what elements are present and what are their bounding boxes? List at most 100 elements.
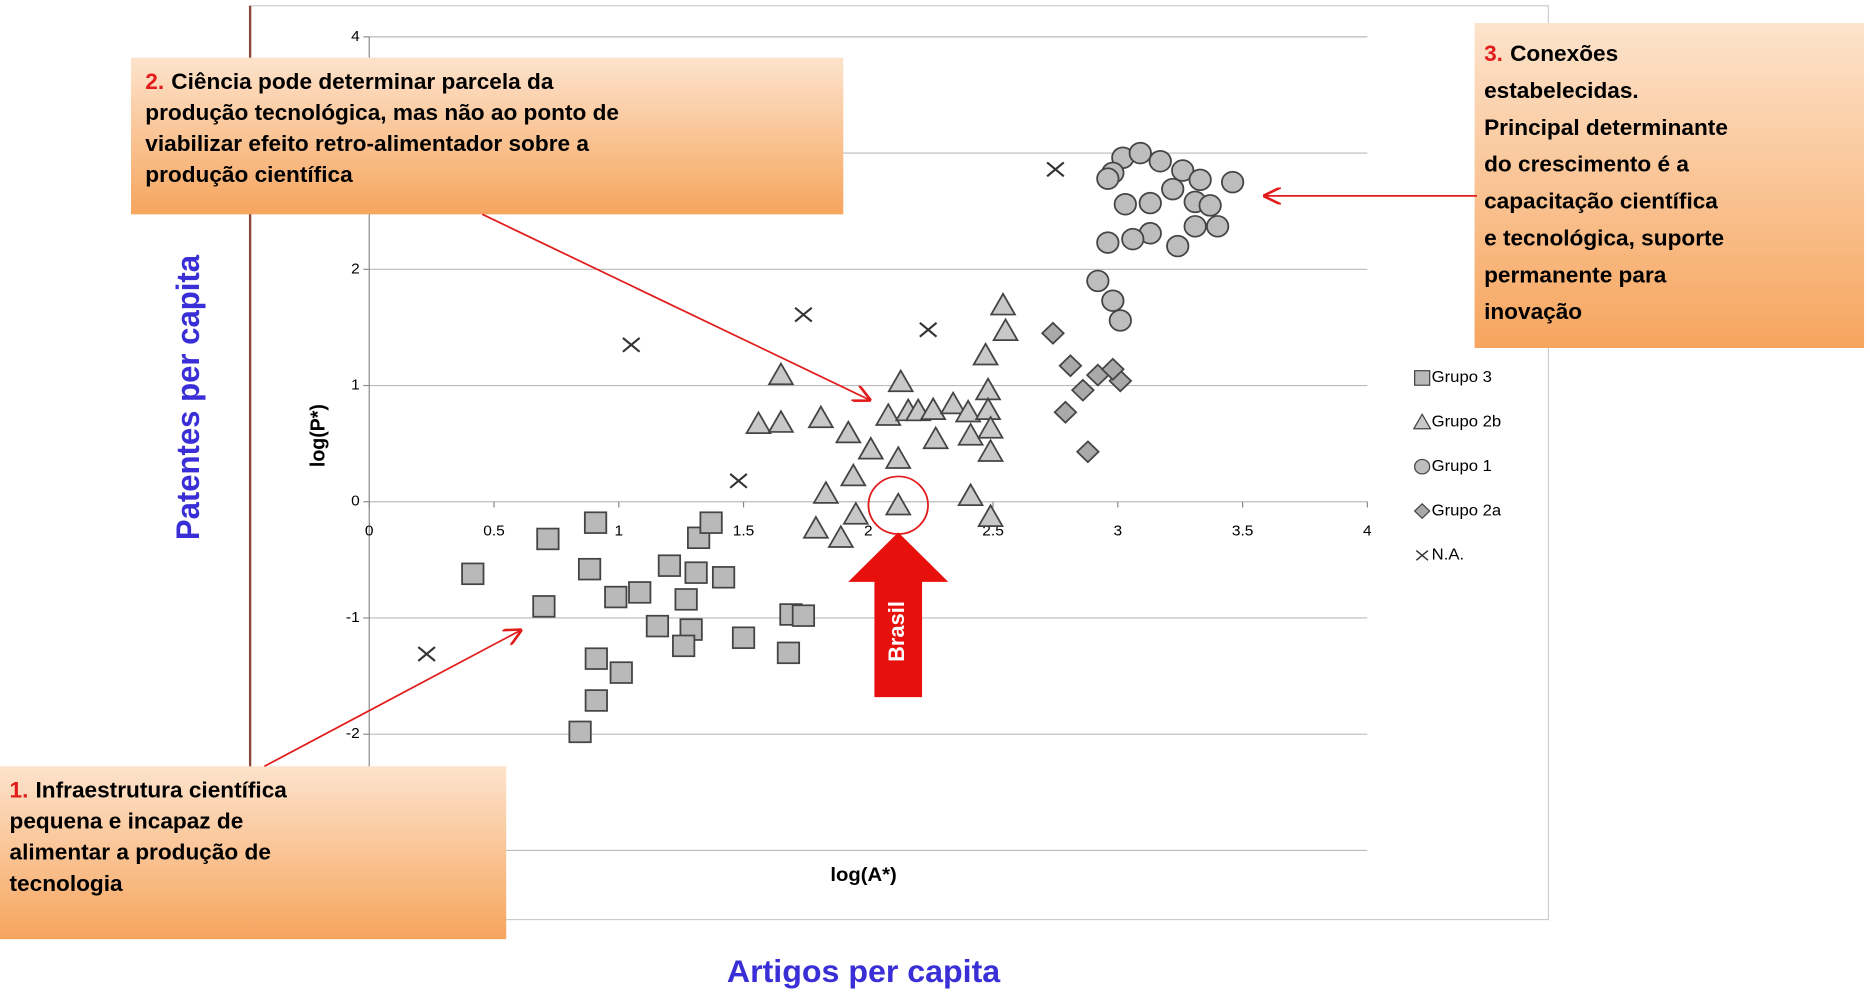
x-tick-label: 1: [614, 523, 623, 540]
legend-label: Grupo 2a: [1432, 502, 1502, 520]
annotation-text: Conexões: [1510, 41, 1618, 66]
annotation-box: [0, 766, 507, 940]
marker-square: [645, 614, 670, 638]
marker-x: [1046, 161, 1065, 178]
marker-square: [604, 585, 628, 609]
annotation-text: Infraestrutura científica: [36, 778, 288, 803]
marker-triangle: [919, 396, 947, 421]
marker-square: [684, 561, 708, 584]
marker-square: [532, 595, 556, 618]
annotation-line: inovação: [1484, 300, 1582, 325]
annotation-line: do crescimento é a: [1484, 152, 1690, 177]
y-tick-label: -1: [346, 609, 360, 626]
annotation-line: permanente para: [1484, 263, 1667, 288]
y-axis-title: log(P*): [307, 404, 329, 467]
annotation-box: [131, 57, 844, 215]
marker-x: [417, 646, 436, 662]
marker-triangle: [1412, 413, 1432, 430]
marker-square: [584, 647, 608, 670]
marker-circle: [1096, 231, 1120, 254]
highlight-label: Brasil: [884, 601, 909, 662]
annotation-text: Ciência pode determinar parcela da: [171, 69, 554, 94]
marker-x: [919, 322, 938, 338]
marker-square: [536, 527, 560, 551]
marker-square: [699, 511, 723, 534]
y-tick-label: 2: [351, 260, 360, 277]
marker-triangle: [922, 425, 950, 450]
marker-square: [461, 562, 485, 586]
marker-circle: [1108, 309, 1132, 332]
marker-circle: [1121, 227, 1145, 251]
marker-circle: [1221, 170, 1245, 194]
marker-diamond: [1053, 400, 1078, 424]
marker-square: [1414, 370, 1431, 386]
annotation-line: produção tecnológica, mas não ao ponto d…: [145, 100, 619, 125]
marker-triangle: [834, 419, 862, 444]
marker-triangle: [977, 503, 1004, 527]
annotation-number: 1.: [10, 778, 29, 803]
marker-triangle: [977, 415, 1004, 439]
marker-x: [622, 337, 641, 353]
annotation-line: viabilizar efeito retro-alimentador sobr…: [145, 131, 589, 156]
x-axis-title: log(A*): [830, 864, 896, 886]
annotation-line: 1. Infraestrutura científica: [10, 778, 288, 803]
marker-circle: [1183, 215, 1207, 238]
marker-circle: [1166, 234, 1190, 258]
marker-triangle: [887, 368, 915, 393]
annotation-line: estabelecidas.: [1484, 78, 1639, 103]
marker-circle: [1138, 191, 1162, 215]
brasil-arrow: [848, 532, 949, 698]
marker-triangle: [839, 462, 867, 487]
annotation-line: pequena e incapaz de: [10, 809, 244, 834]
marker-triangle: [874, 402, 902, 426]
marker-triangle: [807, 404, 835, 429]
annotation-line: capacitação científica: [1484, 189, 1718, 214]
marker-square: [672, 634, 696, 658]
marker-x: [794, 306, 813, 323]
marker-triangle: [974, 396, 1002, 421]
annotation-line: Principal determinante: [1484, 115, 1728, 140]
x-tick-label: 4: [1363, 523, 1372, 540]
marker-triangle: [977, 438, 1004, 462]
x-tick-label: 2: [864, 523, 873, 540]
annotation-line: produção científica: [145, 162, 353, 187]
annotation-arrow: [263, 630, 520, 768]
marker-x: [729, 473, 748, 489]
marker-triangle: [972, 342, 1000, 366]
marker-triangle: [957, 422, 985, 446]
marker-square: [628, 581, 652, 604]
marker-square: [674, 588, 698, 611]
y-tick-label: 0: [351, 493, 360, 510]
annotation-line: alimentar a produção de: [10, 840, 271, 865]
marker-circle: [1188, 168, 1212, 192]
marker-circle: [1113, 192, 1137, 216]
marker-triangle: [802, 515, 830, 539]
marker-circle: [1086, 269, 1110, 293]
marker-circle: [1128, 141, 1152, 165]
marker-triangle: [957, 482, 985, 507]
marker-diamond: [1100, 357, 1125, 381]
marker-diamond: [1058, 354, 1083, 378]
marker-x: [1415, 550, 1429, 561]
x-tick-label: 0.5: [483, 523, 505, 540]
annotation-line: 3. Conexões: [1484, 41, 1618, 66]
marker-triangle: [767, 409, 795, 433]
marker-square: [584, 689, 608, 712]
annotation-number: 2.: [145, 69, 164, 94]
marker-square: [731, 626, 756, 649]
marker-square: [791, 604, 816, 627]
marker-circle: [1101, 289, 1125, 312]
marker-circle: [1414, 458, 1431, 475]
marker-diamond: [1070, 378, 1095, 402]
marker-square: [577, 557, 602, 581]
legend-label: Grupo 1: [1432, 457, 1492, 475]
marker-triangle: [842, 501, 870, 525]
marker-triangle: [884, 491, 912, 516]
marker-square: [609, 661, 633, 684]
annotation-number: 3.: [1484, 41, 1503, 66]
marker-circle: [1198, 194, 1222, 217]
marker-triangle: [884, 445, 912, 469]
marker-square: [583, 511, 608, 534]
legend-label: Grupo 3: [1432, 368, 1492, 386]
